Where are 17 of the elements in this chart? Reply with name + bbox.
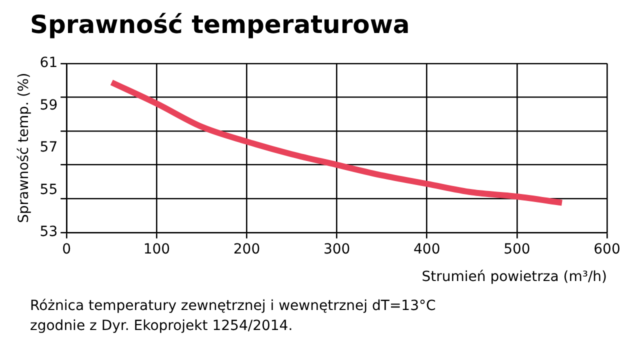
x-axis-title: Strumień powietrza (m³/h): [422, 269, 607, 286]
x-tick-label: 300: [323, 241, 350, 258]
text: zgodnie z Dyr. Ekoprojekt 1254/2014.: [30, 317, 294, 336]
y-axis-title: Sprawność temp. (%): [16, 72, 32, 223]
x-tick-label: 0: [62, 241, 72, 258]
x-tick-label: 200: [233, 241, 260, 258]
y-tick-label: 57: [40, 140, 58, 156]
x-tick-label: 600: [594, 241, 620, 258]
x-tick-label: 100: [143, 241, 170, 258]
x-tick-label: 400: [414, 241, 440, 258]
y-tick-label: 61: [40, 55, 58, 72]
y-tick-label: 55: [40, 182, 58, 198]
y-tick-label: 59: [40, 97, 58, 114]
chart-title: Sprawność temperaturowa: [30, 10, 410, 39]
text: Różnica temperatury zewnętrznej i wewnętrznej dT=13°C: [30, 297, 436, 316]
x-tick-label: 500: [504, 241, 530, 258]
y-tick-label: 53: [40, 224, 58, 240]
